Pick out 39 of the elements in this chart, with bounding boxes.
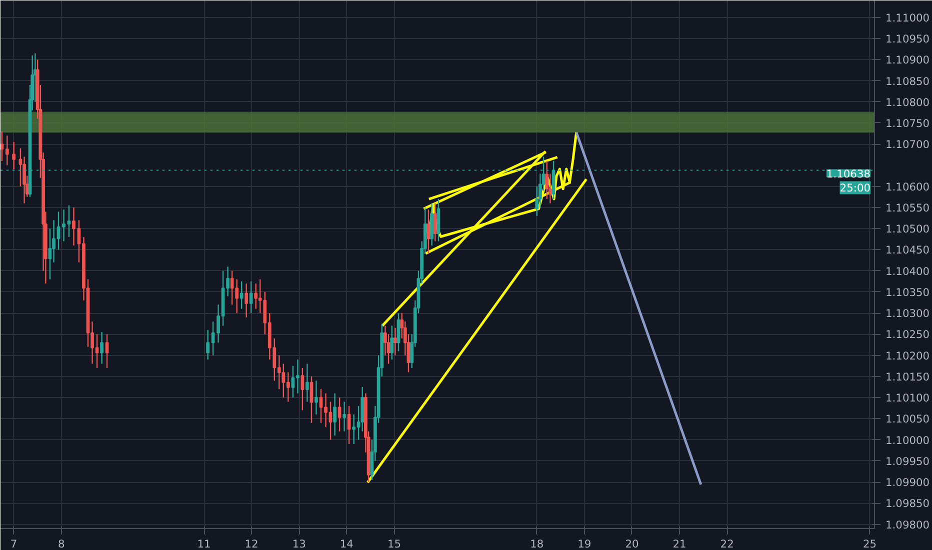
x-tick-label: 13 bbox=[292, 538, 306, 550]
y-tick-label: 1.09800 bbox=[886, 518, 930, 532]
y-tick-label: 1.10800 bbox=[886, 96, 930, 109]
y-tick-label: 1.10150 bbox=[886, 370, 930, 384]
y-tick-label: 1.10000 bbox=[886, 434, 930, 447]
y-tick-label: 1.10900 bbox=[886, 54, 930, 67]
y-tick-label: 1.10500 bbox=[886, 222, 930, 236]
x-tick-label: 21 bbox=[672, 538, 686, 550]
y-tick-label: 1.10250 bbox=[886, 328, 930, 342]
y-tick-label: 1.10300 bbox=[886, 307, 930, 320]
x-tick-label: 20 bbox=[625, 538, 639, 550]
y-tick-label: 1.10050 bbox=[886, 412, 930, 426]
x-tick-label: 7 bbox=[10, 538, 18, 550]
y-tick-label: 1.10750 bbox=[886, 116, 930, 130]
y-tick-label: 1.09950 bbox=[886, 454, 930, 468]
x-tick-label: 18 bbox=[530, 538, 544, 550]
x-tick-label: 8 bbox=[58, 538, 65, 550]
x-tick-label: 15 bbox=[387, 538, 402, 550]
ref-line-label: 1.10638 bbox=[826, 167, 871, 180]
y-tick-label: 1.09850 bbox=[886, 497, 930, 510]
y-tick-label: 1.10400 bbox=[886, 264, 930, 278]
y-tick-label: 1.10100 bbox=[886, 392, 930, 405]
x-tick-label: 19 bbox=[578, 538, 592, 550]
x-tick-label: 22 bbox=[720, 538, 734, 550]
y-tick-label: 1.10200 bbox=[886, 349, 930, 362]
x-tick-label: 25 bbox=[862, 538, 877, 550]
x-tick-label: 12 bbox=[244, 538, 258, 550]
y-tick-label: 1.09900 bbox=[886, 476, 930, 490]
y-tick-label: 1.11000 bbox=[886, 11, 930, 24]
y-tick-label: 1.10850 bbox=[886, 74, 930, 88]
x-tick-label: 14 bbox=[340, 538, 354, 550]
y-tick-label: 1.10700 bbox=[886, 138, 930, 152]
y-tick-label: 1.10600 bbox=[886, 180, 930, 194]
y-tick-label: 1.10350 bbox=[886, 286, 930, 299]
annotation: 25:00 bbox=[840, 181, 871, 194]
y-tick-label: 1.10550 bbox=[886, 201, 930, 214]
x-tick-label: 11 bbox=[197, 538, 211, 550]
y-tick-label: 1.10450 bbox=[886, 244, 930, 257]
y-tick-label: 1.10950 bbox=[886, 32, 930, 46]
